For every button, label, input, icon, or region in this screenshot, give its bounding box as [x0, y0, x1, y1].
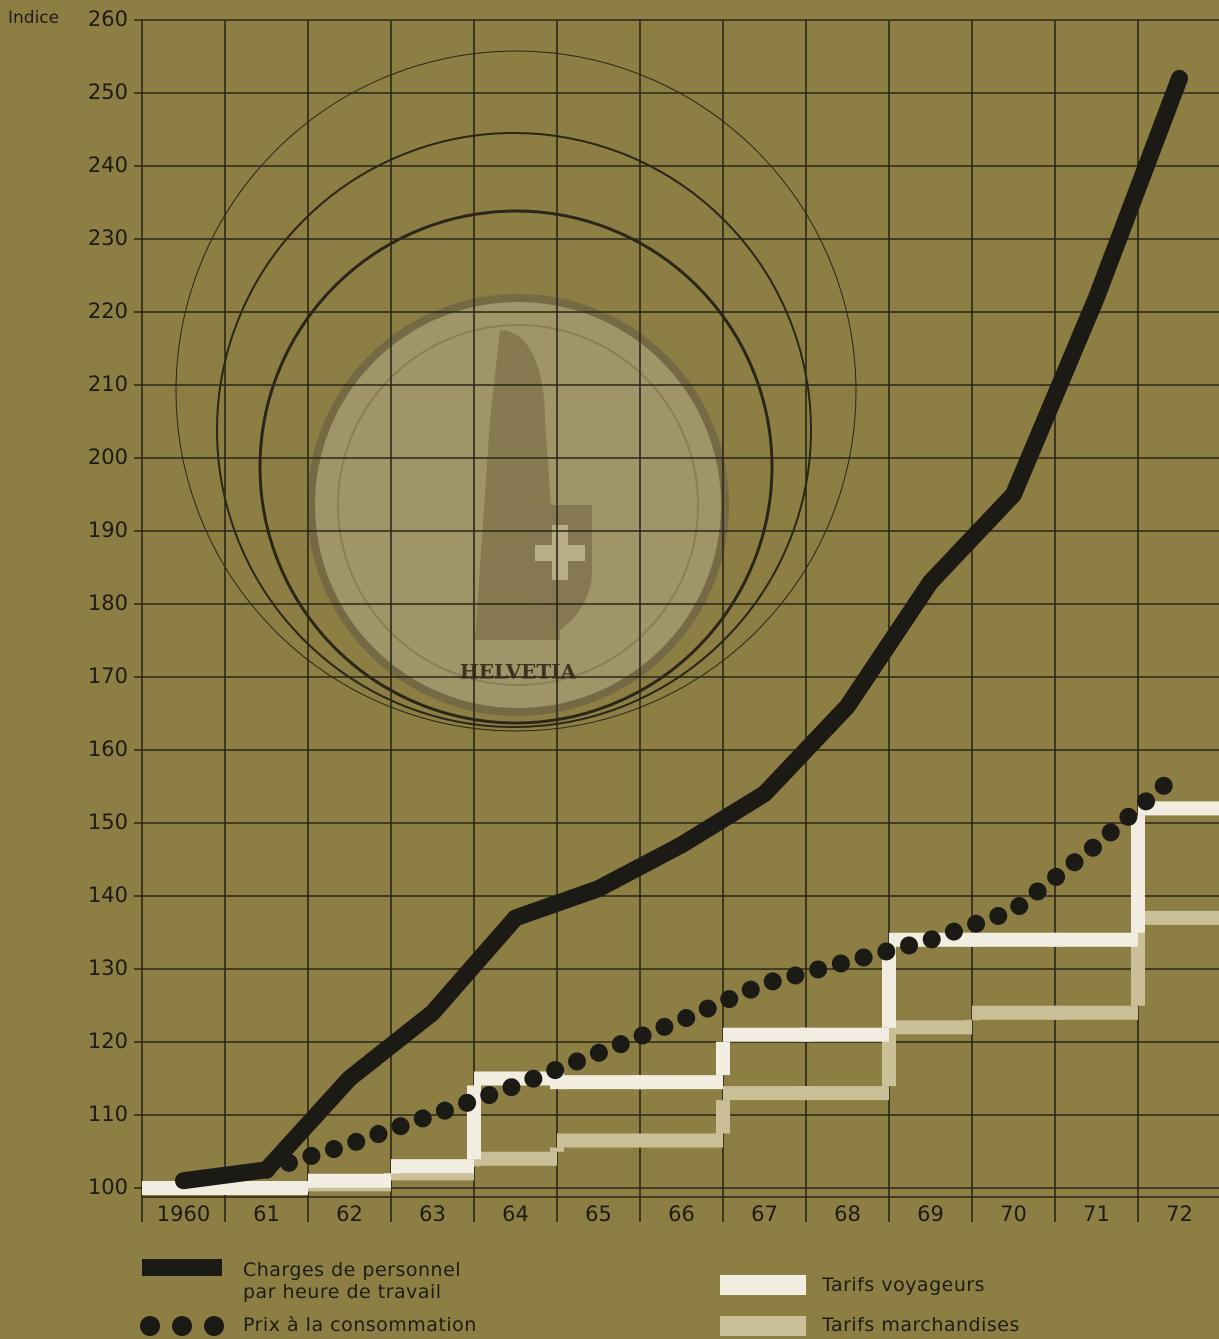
- x-tick-label: 72: [1166, 1202, 1193, 1226]
- x-tick-label: 62: [336, 1202, 363, 1226]
- y-tick-label: 180: [88, 591, 128, 615]
- x-tick-label: 70: [1000, 1202, 1027, 1226]
- legend-label: Tarifs marchandises: [822, 1314, 1020, 1336]
- y-tick-label: 250: [88, 80, 128, 104]
- x-tick-label: 61: [253, 1202, 280, 1226]
- x-tick-label: 66: [668, 1202, 695, 1226]
- y-tick-label: 100: [88, 1175, 128, 1199]
- y-tick-label: 160: [88, 737, 128, 761]
- coin-illustration: HELVETIA: [175, 50, 857, 732]
- x-tick-label: 63: [419, 1202, 446, 1226]
- legend-label: Tarifs voyageurs: [822, 1274, 986, 1296]
- y-axis-label: Indice: [8, 8, 59, 28]
- legend-swatch: [140, 1316, 160, 1336]
- x-tick-label: 67: [751, 1202, 778, 1226]
- legend-label: Prix à la consommation: [243, 1314, 477, 1336]
- legend-swatch: [172, 1316, 192, 1336]
- x-tick-label: 64: [502, 1202, 529, 1226]
- y-tick-label: 200: [88, 445, 128, 469]
- y-tick-label: 150: [88, 810, 128, 834]
- x-tick-label: 65: [585, 1202, 612, 1226]
- y-tick-label: 170: [88, 664, 128, 688]
- y-tick-label: 120: [88, 1029, 128, 1053]
- legend-label: Charges de personnel par heure de travai…: [243, 1259, 462, 1303]
- x-tick-label: 69: [917, 1202, 944, 1226]
- legend-swatch: [204, 1316, 224, 1336]
- dotted-line: [257, 762, 1189, 1179]
- y-tick-label: 230: [88, 226, 128, 250]
- y-tick-label: 240: [88, 153, 128, 177]
- x-tick-label: 71: [1083, 1202, 1110, 1226]
- x-tick-label: 1960: [157, 1202, 210, 1226]
- coin-text: HELVETIA: [460, 660, 577, 684]
- y-tick-label: 210: [88, 372, 128, 396]
- y-tick-label: 140: [88, 883, 128, 907]
- line: [175, 69, 1188, 1190]
- y-tick-label: 220: [88, 299, 128, 323]
- y-tick-label: 130: [88, 956, 128, 980]
- y-tick-label: 190: [88, 518, 128, 542]
- legend-swatch: [720, 1275, 806, 1295]
- x-tick-label: 68: [834, 1202, 861, 1226]
- legend-swatch: [720, 1316, 806, 1336]
- y-tick-label: 260: [88, 7, 128, 31]
- legend-swatch: [142, 1259, 222, 1276]
- y-tick-label: 110: [88, 1102, 128, 1126]
